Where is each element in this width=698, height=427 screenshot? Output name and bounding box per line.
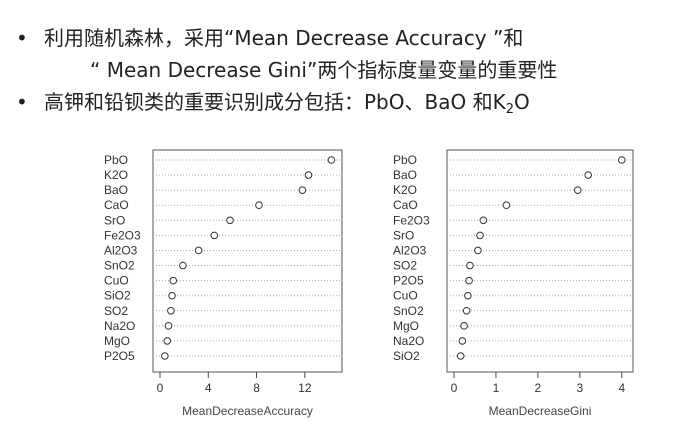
k2o-tail: O xyxy=(513,90,530,114)
bullet-symbol: • xyxy=(16,90,28,114)
plot-frame xyxy=(152,149,343,373)
data-point xyxy=(456,352,465,360)
data-point xyxy=(179,261,187,270)
data-point xyxy=(161,352,169,360)
data-point xyxy=(168,291,176,300)
category-label: MgO xyxy=(393,319,419,333)
x-tick-label: 3 xyxy=(577,381,584,395)
category-label: P2O5 xyxy=(393,274,424,288)
bullet-1-line-1: 利用随机森林，采用“Mean Decrease Accuracy ”和 xyxy=(44,26,524,50)
bullet-symbol: • xyxy=(16,26,28,50)
category-label: SO2 xyxy=(393,259,417,273)
data-point xyxy=(573,186,582,194)
bullet-2-main: 高钾和铅钡类的重要识别成分包括：PbO、BaO 和K xyxy=(44,90,506,114)
category-label: BaO xyxy=(104,183,128,197)
category-label: SO2 xyxy=(104,304,128,318)
plot-frame xyxy=(446,149,634,373)
dotchart-2: PbOBaOK2OCaOFe2O3SrOAl2O3SO2P2O5CuOSnO2M… xyxy=(393,149,634,418)
x-tick-label: 0 xyxy=(157,381,164,395)
x-axis-label: MeanDecreaseGini xyxy=(489,404,592,418)
category-label: Fe2O3 xyxy=(393,213,430,227)
category-label: Na2O xyxy=(393,334,424,348)
category-label: K2O xyxy=(393,183,417,197)
category-label: Fe2O3 xyxy=(104,228,141,242)
category-label: K2O xyxy=(104,168,128,182)
category-label: PbO xyxy=(393,153,417,167)
x-tick-label: 1 xyxy=(493,381,500,395)
category-label: SrO xyxy=(104,213,125,227)
data-point xyxy=(464,291,472,300)
data-point xyxy=(458,337,467,345)
bullet-2-text: 高钾和铅钡类的重要识别成分包括：PbO、BaO 和K2O xyxy=(44,86,690,126)
x-tick-label: 4 xyxy=(205,381,212,395)
x-tick-label: 2 xyxy=(535,381,542,395)
data-point xyxy=(298,186,307,194)
category-label: P2O5 xyxy=(104,349,135,363)
data-point xyxy=(474,246,482,255)
data-point xyxy=(465,276,473,285)
k2o-subscript: 2 xyxy=(505,102,514,117)
data-point xyxy=(462,306,471,315)
category-label: SiO2 xyxy=(104,289,131,303)
category-label: SrO xyxy=(393,228,414,242)
x-tick-label: 12 xyxy=(298,381,312,395)
x-tick-label: 0 xyxy=(451,381,458,395)
data-point xyxy=(327,156,336,164)
category-label: BaO xyxy=(393,168,417,182)
data-point xyxy=(169,276,178,285)
category-label: SiO2 xyxy=(393,349,420,363)
category-label: CaO xyxy=(104,198,129,212)
data-point xyxy=(164,322,173,330)
data-point xyxy=(255,201,263,210)
category-label: CuO xyxy=(393,289,418,303)
x-axis-label: MeanDecreaseAccuracy xyxy=(182,404,313,418)
data-point xyxy=(460,322,468,330)
category-label: SnO2 xyxy=(393,304,424,318)
category-label: Al2O3 xyxy=(393,243,427,257)
category-label: CuO xyxy=(104,274,129,288)
x-tick-label: 4 xyxy=(618,381,625,395)
category-label: PbO xyxy=(104,153,128,167)
bullet-item-1: • 利用随机森林，采用“Mean Decrease Accuracy ”和 “ … xyxy=(10,22,690,86)
data-point xyxy=(163,337,172,345)
category-label: SnO2 xyxy=(104,259,135,273)
category-label: MgO xyxy=(104,334,130,348)
data-point xyxy=(167,306,175,315)
data-point xyxy=(584,171,593,179)
data-point xyxy=(304,171,313,179)
data-point xyxy=(226,216,234,225)
bullet-item-2: • 高钾和铅钡类的重要识别成分包括：PbO、BaO 和K2O xyxy=(10,86,690,126)
slide-bullets: • 利用随机森林，采用“Mean Decrease Accuracy ”和 “ … xyxy=(10,22,690,126)
x-tick-label: 8 xyxy=(253,381,260,395)
data-point xyxy=(466,261,474,270)
data-point xyxy=(618,156,626,164)
category-label: Al2O3 xyxy=(104,243,138,257)
bullet-1-line-2: “ Mean Decrease Gini”两个指标度量变量的重要性 xyxy=(90,58,558,82)
data-point xyxy=(502,201,511,210)
data-point xyxy=(476,231,484,240)
data-point xyxy=(194,246,203,255)
data-point xyxy=(210,231,219,240)
data-point xyxy=(479,216,488,225)
category-label: CaO xyxy=(393,198,418,212)
category-label: Na2O xyxy=(104,319,135,333)
